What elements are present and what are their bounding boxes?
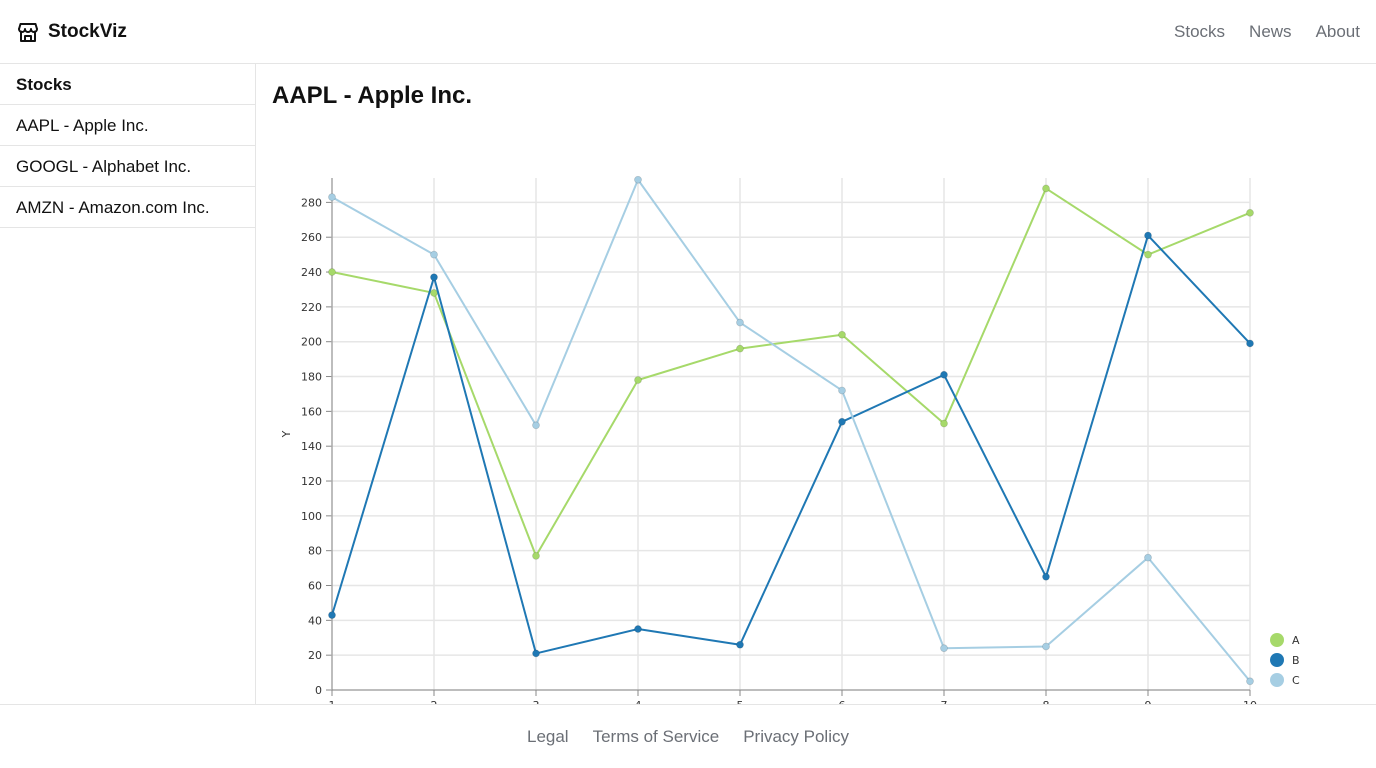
- legend-label-c: C: [1292, 674, 1300, 687]
- y-tick-label: 140: [301, 440, 322, 453]
- legend-label-b: B: [1292, 654, 1300, 667]
- brand[interactable]: StockViz: [16, 20, 127, 44]
- data-point-a: [940, 419, 948, 428]
- nav-link-stocks[interactable]: Stocks: [1174, 21, 1226, 41]
- footer-link-legal[interactable]: Legal: [526, 726, 569, 746]
- y-tick-label: 0: [315, 684, 322, 697]
- data-point-b: [1144, 231, 1152, 240]
- data-point-a: [736, 344, 744, 353]
- x-tick-label: 1: [329, 699, 336, 704]
- top-navbar: StockViz Stocks News About: [0, 0, 1376, 64]
- data-point-c: [1042, 642, 1050, 651]
- legend-swatch-a: [1270, 633, 1284, 647]
- data-point-c: [838, 386, 846, 395]
- footer-link-terms[interactable]: Terms of Service: [592, 726, 720, 746]
- x-tick-label: 4: [635, 699, 642, 704]
- data-point-c: [1246, 677, 1254, 686]
- data-point-b: [940, 370, 948, 379]
- series-line-a: [331, 187, 1251, 557]
- x-tick-label: 3: [533, 699, 540, 704]
- legend-label-a: A: [1292, 634, 1300, 647]
- main-content: AAPL - Apple Inc. 0 20 40 60 80 100 120 140 160 1…: [256, 64, 1376, 704]
- data-point-b: [838, 417, 846, 426]
- y-tick-label: 40: [308, 614, 322, 627]
- page-title: AAPL - Apple Inc.: [272, 82, 473, 109]
- legend-swatch-b: [1270, 653, 1284, 667]
- sidebar-item-googl[interactable]: GOOGL - Alphabet Inc.: [0, 146, 255, 187]
- y-tick-label: 120: [301, 475, 322, 488]
- data-point-b: [736, 640, 744, 649]
- y-axis-label: Y: [280, 430, 293, 438]
- data-point-c: [1144, 553, 1152, 562]
- footer-link-privacy[interactable]: Privacy Policy: [743, 726, 849, 746]
- data-point-b: [634, 625, 642, 633]
- y-tick-label: 60: [308, 580, 322, 593]
- data-point-b: [532, 649, 540, 658]
- data-point-a: [1042, 184, 1050, 193]
- y-tick-label: 260: [301, 231, 322, 244]
- store-icon: [16, 20, 40, 44]
- data-point-a: [430, 289, 438, 297]
- sidebar: Stocks AAPL - Apple Inc. GOOGL - Alphabe…: [0, 64, 256, 704]
- series-line-c: [331, 178, 1251, 682]
- y-tick-label: 20: [308, 649, 322, 662]
- series-line-b: [331, 234, 1251, 655]
- data-point-a: [1246, 208, 1254, 217]
- brand-name: StockViz: [48, 20, 127, 42]
- data-point-a: [328, 268, 336, 276]
- y-tick-label: 200: [301, 336, 322, 349]
- data-point-c: [532, 421, 540, 430]
- data-point-a: [838, 330, 846, 339]
- data-point-c: [940, 644, 948, 653]
- data-point-c: [736, 318, 744, 327]
- x-tick-label: 2: [431, 699, 438, 704]
- y-tick-label: 100: [301, 510, 322, 523]
- y-tick-label: 240: [301, 266, 322, 279]
- line-chart: 0 20 40 60 80 100 120 140 160 180 200 220 240 260 280 1…: [280, 175, 1300, 704]
- data-point-a: [634, 376, 642, 384]
- data-point-c: [634, 175, 642, 184]
- data-point-a: [532, 552, 540, 560]
- data-point-c: [328, 193, 336, 202]
- data-point-c: [430, 250, 438, 259]
- nav-link-about[interactable]: About: [1315, 21, 1360, 41]
- sidebar-item-amzn[interactable]: AMZN - Amazon.com Inc.: [0, 187, 255, 228]
- data-point-a: [1144, 250, 1152, 259]
- data-point-b: [1042, 572, 1050, 581]
- legend-swatch-c: [1270, 673, 1284, 687]
- nav-link-news[interactable]: News: [1249, 21, 1292, 41]
- y-tick-label: 280: [301, 196, 322, 209]
- x-tick-label: 8: [1043, 699, 1050, 704]
- y-tick-label: 160: [301, 405, 322, 418]
- x-tick-label: 10: [1243, 699, 1257, 704]
- sidebar-item-aapl[interactable]: AAPL - Apple Inc.: [0, 105, 255, 146]
- main-nav: Stocks News About: [1174, 22, 1360, 42]
- x-tick-label: 6: [839, 699, 846, 704]
- x-tick-label: 5: [737, 699, 744, 704]
- footer: Legal Terms of Service Privacy Policy: [0, 704, 1376, 768]
- data-point-b: [328, 611, 336, 620]
- y-tick-label: 220: [301, 301, 322, 314]
- data-point-b: [1246, 339, 1254, 348]
- x-tick-label: 9: [1145, 699, 1152, 704]
- x-tick-label: 7: [941, 699, 948, 704]
- y-tick-label: 80: [308, 545, 322, 558]
- data-point-b: [430, 273, 438, 282]
- sidebar-heading: Stocks: [0, 64, 255, 105]
- y-tick-label: 180: [301, 371, 322, 384]
